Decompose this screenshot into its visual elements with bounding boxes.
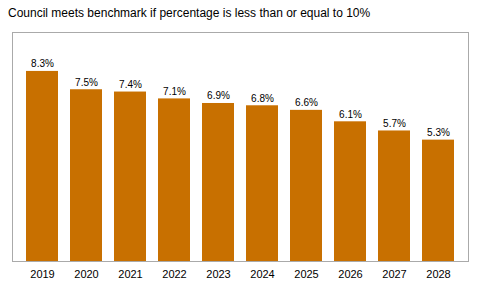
svg-text:7.4%: 7.4% xyxy=(119,79,142,90)
svg-text:2020: 2020 xyxy=(74,268,98,280)
svg-text:8.3%: 8.3% xyxy=(31,58,54,69)
svg-text:6.9%: 6.9% xyxy=(207,90,230,101)
svg-text:2023: 2023 xyxy=(206,268,230,280)
svg-text:2025: 2025 xyxy=(294,268,318,280)
svg-text:7.1%: 7.1% xyxy=(163,86,186,97)
svg-text:6.8%: 6.8% xyxy=(251,93,274,104)
svg-text:6.6%: 6.6% xyxy=(295,97,318,108)
svg-text:5.7%: 5.7% xyxy=(383,118,406,129)
html-text:Council meets benchmark if per: Council meets benchmark if percentage is… xyxy=(8,6,371,20)
svg-text:2026: 2026 xyxy=(338,268,362,280)
svg-text:2019: 2019 xyxy=(30,268,54,280)
svg-text:2024: 2024 xyxy=(250,268,274,280)
svg-text:6.1%: 6.1% xyxy=(339,109,362,120)
svg-text:2021: 2021 xyxy=(118,268,142,280)
svg-text:5.3%: 5.3% xyxy=(427,127,450,138)
svg-text:2027: 2027 xyxy=(382,268,406,280)
svg-text:7.5%: 7.5% xyxy=(75,77,98,88)
svg-text:2022: 2022 xyxy=(162,268,186,280)
svg-text:2028: 2028 xyxy=(426,268,450,280)
